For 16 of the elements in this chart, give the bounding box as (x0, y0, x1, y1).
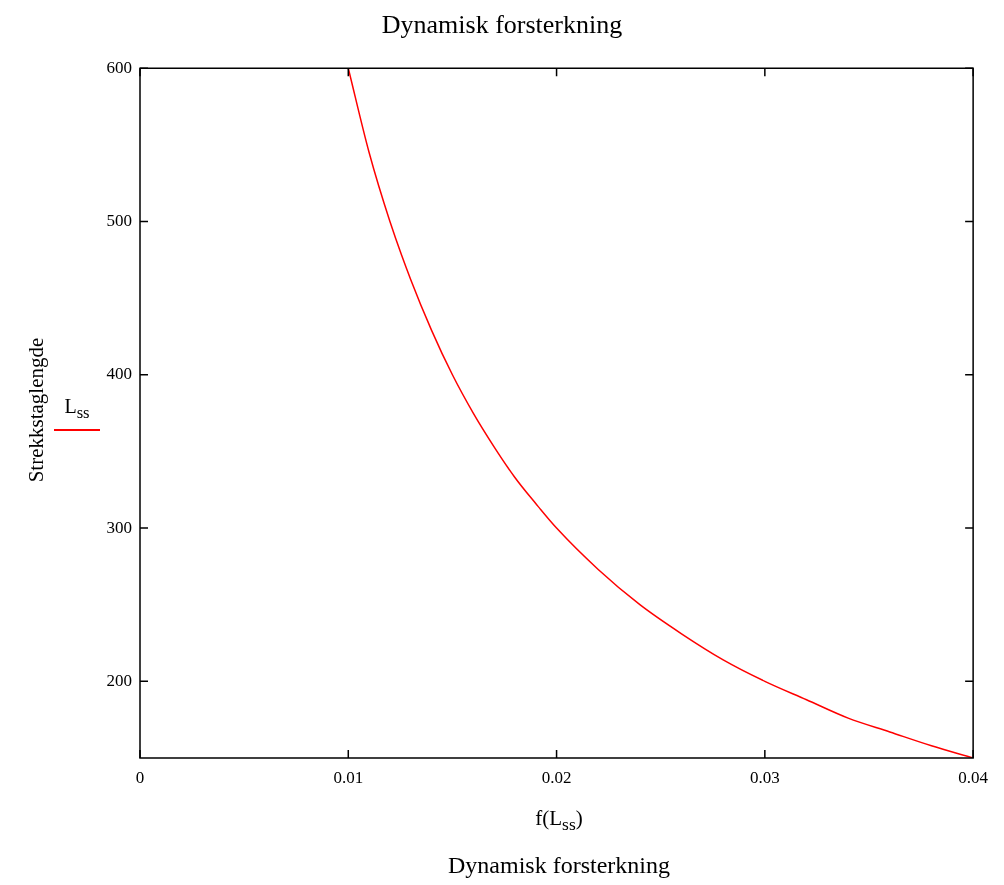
x-tick-label: 0 (135, 767, 145, 787)
x-axis-title: f(L$_{ss}$) (535, 806, 583, 836)
y-tick-label: 200 (106, 670, 132, 690)
text: Dynamisk forsterkning (448, 852, 670, 879)
x-tick-label: 0.03 (749, 767, 780, 787)
chart-title: Dynamisk forsterkning (380, 10, 624, 40)
y-tick-label: 500 (106, 210, 132, 230)
y-tick-label: 400 (106, 364, 132, 384)
y-axis-title: Strekkstaglengde (23, 337, 49, 483)
text: L$_{ss}$ (63, 395, 91, 423)
y-tick-label: 600 (106, 57, 132, 77)
line-series (347, 68, 974, 758)
x-tick-label: 0.02 (541, 767, 572, 787)
x-tick-label: 0.04 (958, 767, 989, 787)
x-tick-label: 0.01 (333, 767, 364, 787)
y-tick-label: 300 (106, 517, 132, 537)
